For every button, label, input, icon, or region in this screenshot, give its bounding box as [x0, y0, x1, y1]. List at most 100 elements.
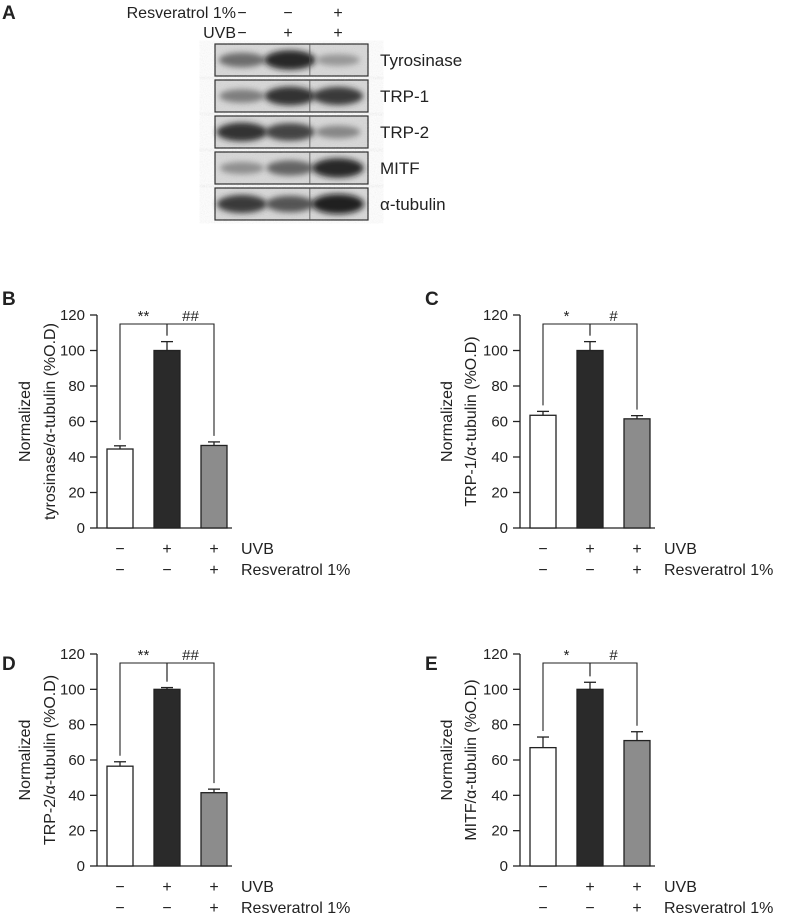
lane-sign-uvb: + [333, 25, 342, 42]
panel-letter: B [2, 289, 16, 310]
y-axis-label-line2: MITF/α-tubulin (%O.D) [463, 679, 480, 840]
significance-marker: * [564, 308, 570, 325]
blot-band [312, 86, 364, 106]
bar [106, 448, 134, 529]
y-tick-label: 120 [60, 307, 85, 324]
y-tick-label: 20 [491, 485, 508, 502]
blot-band [264, 50, 316, 70]
condition-sign: + [162, 879, 171, 896]
significance-marker: ## [182, 308, 199, 325]
significance-marker: ## [182, 647, 199, 664]
y-tick-label: 100 [60, 681, 85, 698]
bar [529, 746, 557, 867]
condition-label: Resveratrol 1% [664, 900, 773, 913]
condition-sign: + [209, 900, 218, 913]
y-tick-label: 0 [500, 520, 508, 537]
bar [623, 418, 651, 529]
y-tick-label: 40 [491, 787, 508, 804]
y-tick-label: 0 [77, 520, 85, 537]
condition-sign: − [162, 562, 171, 579]
blot-protein-label: Tyrosinase [380, 51, 462, 70]
y-tick-label: 60 [68, 752, 85, 769]
panel-a-western-blot: A Resveratrol 1% UVB − − − + + + Tyrosinase TR… [2, 3, 462, 221]
y-tick-label: 120 [60, 646, 85, 663]
condition-label: Resveratrol 1% [241, 900, 350, 913]
blot-band [218, 52, 266, 68]
y-tick-label: 20 [68, 823, 85, 840]
y-axis-label-line1: Normalized [439, 720, 456, 801]
y-tick-label: 100 [60, 343, 85, 360]
condition-sign: + [585, 879, 594, 896]
condition-sign: − [538, 562, 547, 579]
blot-band [315, 125, 361, 139]
condition-label: UVB [241, 541, 274, 558]
blot-band [219, 161, 265, 175]
blot-protein-label: α-tubulin [380, 195, 446, 214]
y-tick-label: 20 [491, 823, 508, 840]
blot-band [216, 122, 268, 142]
panel-letter-a: A [2, 3, 16, 24]
y-axis-label-line2: TRP-1/α-tubulin (%O.D) [463, 336, 480, 506]
panel-letter: D [2, 654, 16, 675]
condition-sign: + [209, 879, 218, 896]
condition-label: UVB [664, 541, 697, 558]
blot-band [219, 89, 265, 103]
blot-strip: MITF [214, 151, 420, 185]
blot-strip: TRP-2 [214, 115, 429, 149]
bar [153, 349, 181, 529]
lane-sign-uvb: − [237, 25, 246, 42]
y-axis-label-line2: tyrosinase/α-tubulin (%O.D) [42, 323, 59, 520]
y-tick-label: 80 [68, 378, 85, 395]
y-tick-label: 0 [500, 858, 508, 875]
condition-sign: + [209, 541, 218, 558]
panel-c-trp1-chart: C Normalized TRP-1/α-tubulin (%O.D) 0 20 40 60… [425, 289, 773, 579]
lane-sign-resveratrol: + [333, 5, 342, 22]
blot-strips: Tyrosinase TRP-1 TRP-2 MITF α-tubulin [214, 43, 462, 221]
significance-bracket [589, 323, 638, 410]
condition-sign: − [585, 900, 594, 913]
panel-letter: E [425, 654, 438, 675]
significance-marker: * [564, 647, 570, 664]
panel-e-mitf-chart: E Normalized MITF/α-tubulin (%O.D) 0 20 40 60 8… [425, 646, 773, 917]
y-axis-label-line2: TRP-2/α-tubulin (%O.D) [42, 675, 59, 845]
blot-row-label-resveratrol: Resveratrol 1% [127, 5, 236, 22]
blot-band [265, 195, 315, 213]
condition-label: UVB [241, 879, 274, 896]
significance-marker: # [609, 308, 618, 325]
y-tick-label: 0 [77, 858, 85, 875]
y-tick-label: 80 [491, 717, 508, 734]
y-tick-label: 40 [68, 787, 85, 804]
y-tick-label: 40 [491, 449, 508, 466]
blot-strip: α-tubulin [214, 187, 446, 221]
blot-lane-signs: − − − + + + [237, 5, 342, 42]
significance-bracket [589, 662, 638, 726]
y-axis-label-line1: Normalized [439, 381, 456, 462]
condition-sign: + [162, 541, 171, 558]
blot-protein-label: MITF [380, 159, 420, 178]
condition-sign: − [115, 879, 124, 896]
blot-band [216, 194, 268, 214]
condition-sign: + [632, 879, 641, 896]
lane-sign-uvb: + [283, 25, 292, 42]
lane-sign-resveratrol: − [283, 5, 292, 22]
condition-sign: − [115, 900, 124, 913]
condition-sign: − [115, 562, 124, 579]
y-tick-label: 120 [483, 307, 508, 324]
significance-marker: ** [138, 308, 150, 325]
panel-b-tyrosinase-chart: B Normalized tyrosinase/α-tubulin (%O.D) 0 2… [2, 289, 350, 579]
bar [529, 414, 557, 529]
y-tick-label: 120 [483, 646, 508, 663]
y-tick-label: 100 [483, 681, 508, 698]
y-tick-label: 40 [68, 449, 85, 466]
bar [200, 444, 228, 529]
condition-sign: + [632, 541, 641, 558]
lane-sign-resveratrol: − [237, 5, 246, 22]
condition-sign: − [538, 541, 547, 558]
y-axis-label-line1: Normalized [17, 720, 34, 801]
blot-band [264, 86, 316, 106]
condition-sign: − [538, 879, 547, 896]
bar [153, 688, 181, 867]
y-tick-label: 60 [68, 414, 85, 431]
panel-d-trp2-chart: D Normalized TRP-2/α-tubulin (%O.D) 0 20 40 60… [2, 646, 350, 917]
